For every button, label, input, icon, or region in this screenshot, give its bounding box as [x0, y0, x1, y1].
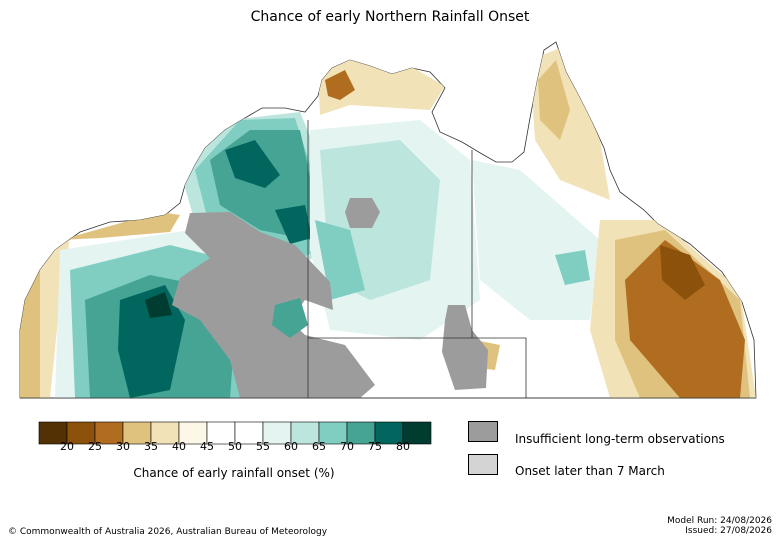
colorbar-tick-label: 70 [340, 440, 354, 451]
model-run: Model Run: 24/08/2026 [667, 516, 772, 526]
colorbar-tick-label: 80 [396, 440, 410, 451]
colorbar-tick-label: 65 [312, 440, 326, 451]
region-qld-teal [555, 250, 590, 285]
copyright: © Commonwealth of Australia 2026, Austra… [8, 527, 328, 537]
colorbar-tick-label: 20 [60, 440, 74, 451]
region-pilbara-coast [60, 212, 180, 240]
colorbar: 20 25 30 35 40 45 50 55 60 65 70 75 80 [38, 421, 432, 451]
colorbar-title: Chance of early rainfall onset (%) [133, 466, 335, 480]
region-kimberley-dark-teal [225, 140, 280, 188]
region-west-coast-tan [20, 258, 42, 398]
region-arnhem-light-tan [318, 56, 445, 115]
colorbar-tick-label: 30 [116, 440, 130, 451]
region-insufficient-obs-qld-border [442, 305, 488, 390]
region-insufficient-obs-nt [345, 198, 380, 228]
legend-late-onset-label: Onset later than 7 March [515, 464, 665, 478]
colorbar-tick-label: 60 [284, 440, 298, 451]
colorbar-tick-label: 75 [368, 440, 382, 451]
run-info: Model Run: 24/08/2026 Issued: 27/08/2026 [667, 516, 772, 536]
colorbar-tick-label: 35 [144, 440, 158, 451]
colorbar-cell [402, 421, 432, 445]
colorbar-tick-label: 40 [172, 440, 186, 451]
region-west-darkest-teal [145, 292, 172, 318]
region-kimberley-dark-teal-2 [275, 205, 312, 244]
map-title: Chance of early Northern Rainfall Onset [250, 9, 530, 25]
region-insufficient-obs-west [172, 212, 375, 398]
border-sa-north [308, 337, 527, 398]
rainfall-onset-map [19, 41, 757, 399]
legend-insufficient-label: Insufficient long-term observations [515, 432, 725, 446]
colorbar-tick-label: 45 [200, 440, 214, 451]
region-qld-east-dark-brown [660, 245, 705, 300]
colorbar-tick-label: 55 [256, 440, 270, 451]
region-cape-york-tan [538, 60, 570, 140]
legend-late-onset-swatch [468, 454, 498, 475]
legend-insufficient-swatch [468, 421, 498, 442]
colorbar-tick-label: 25 [88, 440, 102, 451]
region-qld-east-brown [625, 240, 745, 398]
region-arnhem-tan [325, 70, 355, 100]
issued-date: Issued: 27/08/2026 [685, 526, 772, 536]
region-insufficient-obs-kimberley [272, 298, 308, 338]
colorbar-tick-label: 50 [228, 440, 242, 451]
